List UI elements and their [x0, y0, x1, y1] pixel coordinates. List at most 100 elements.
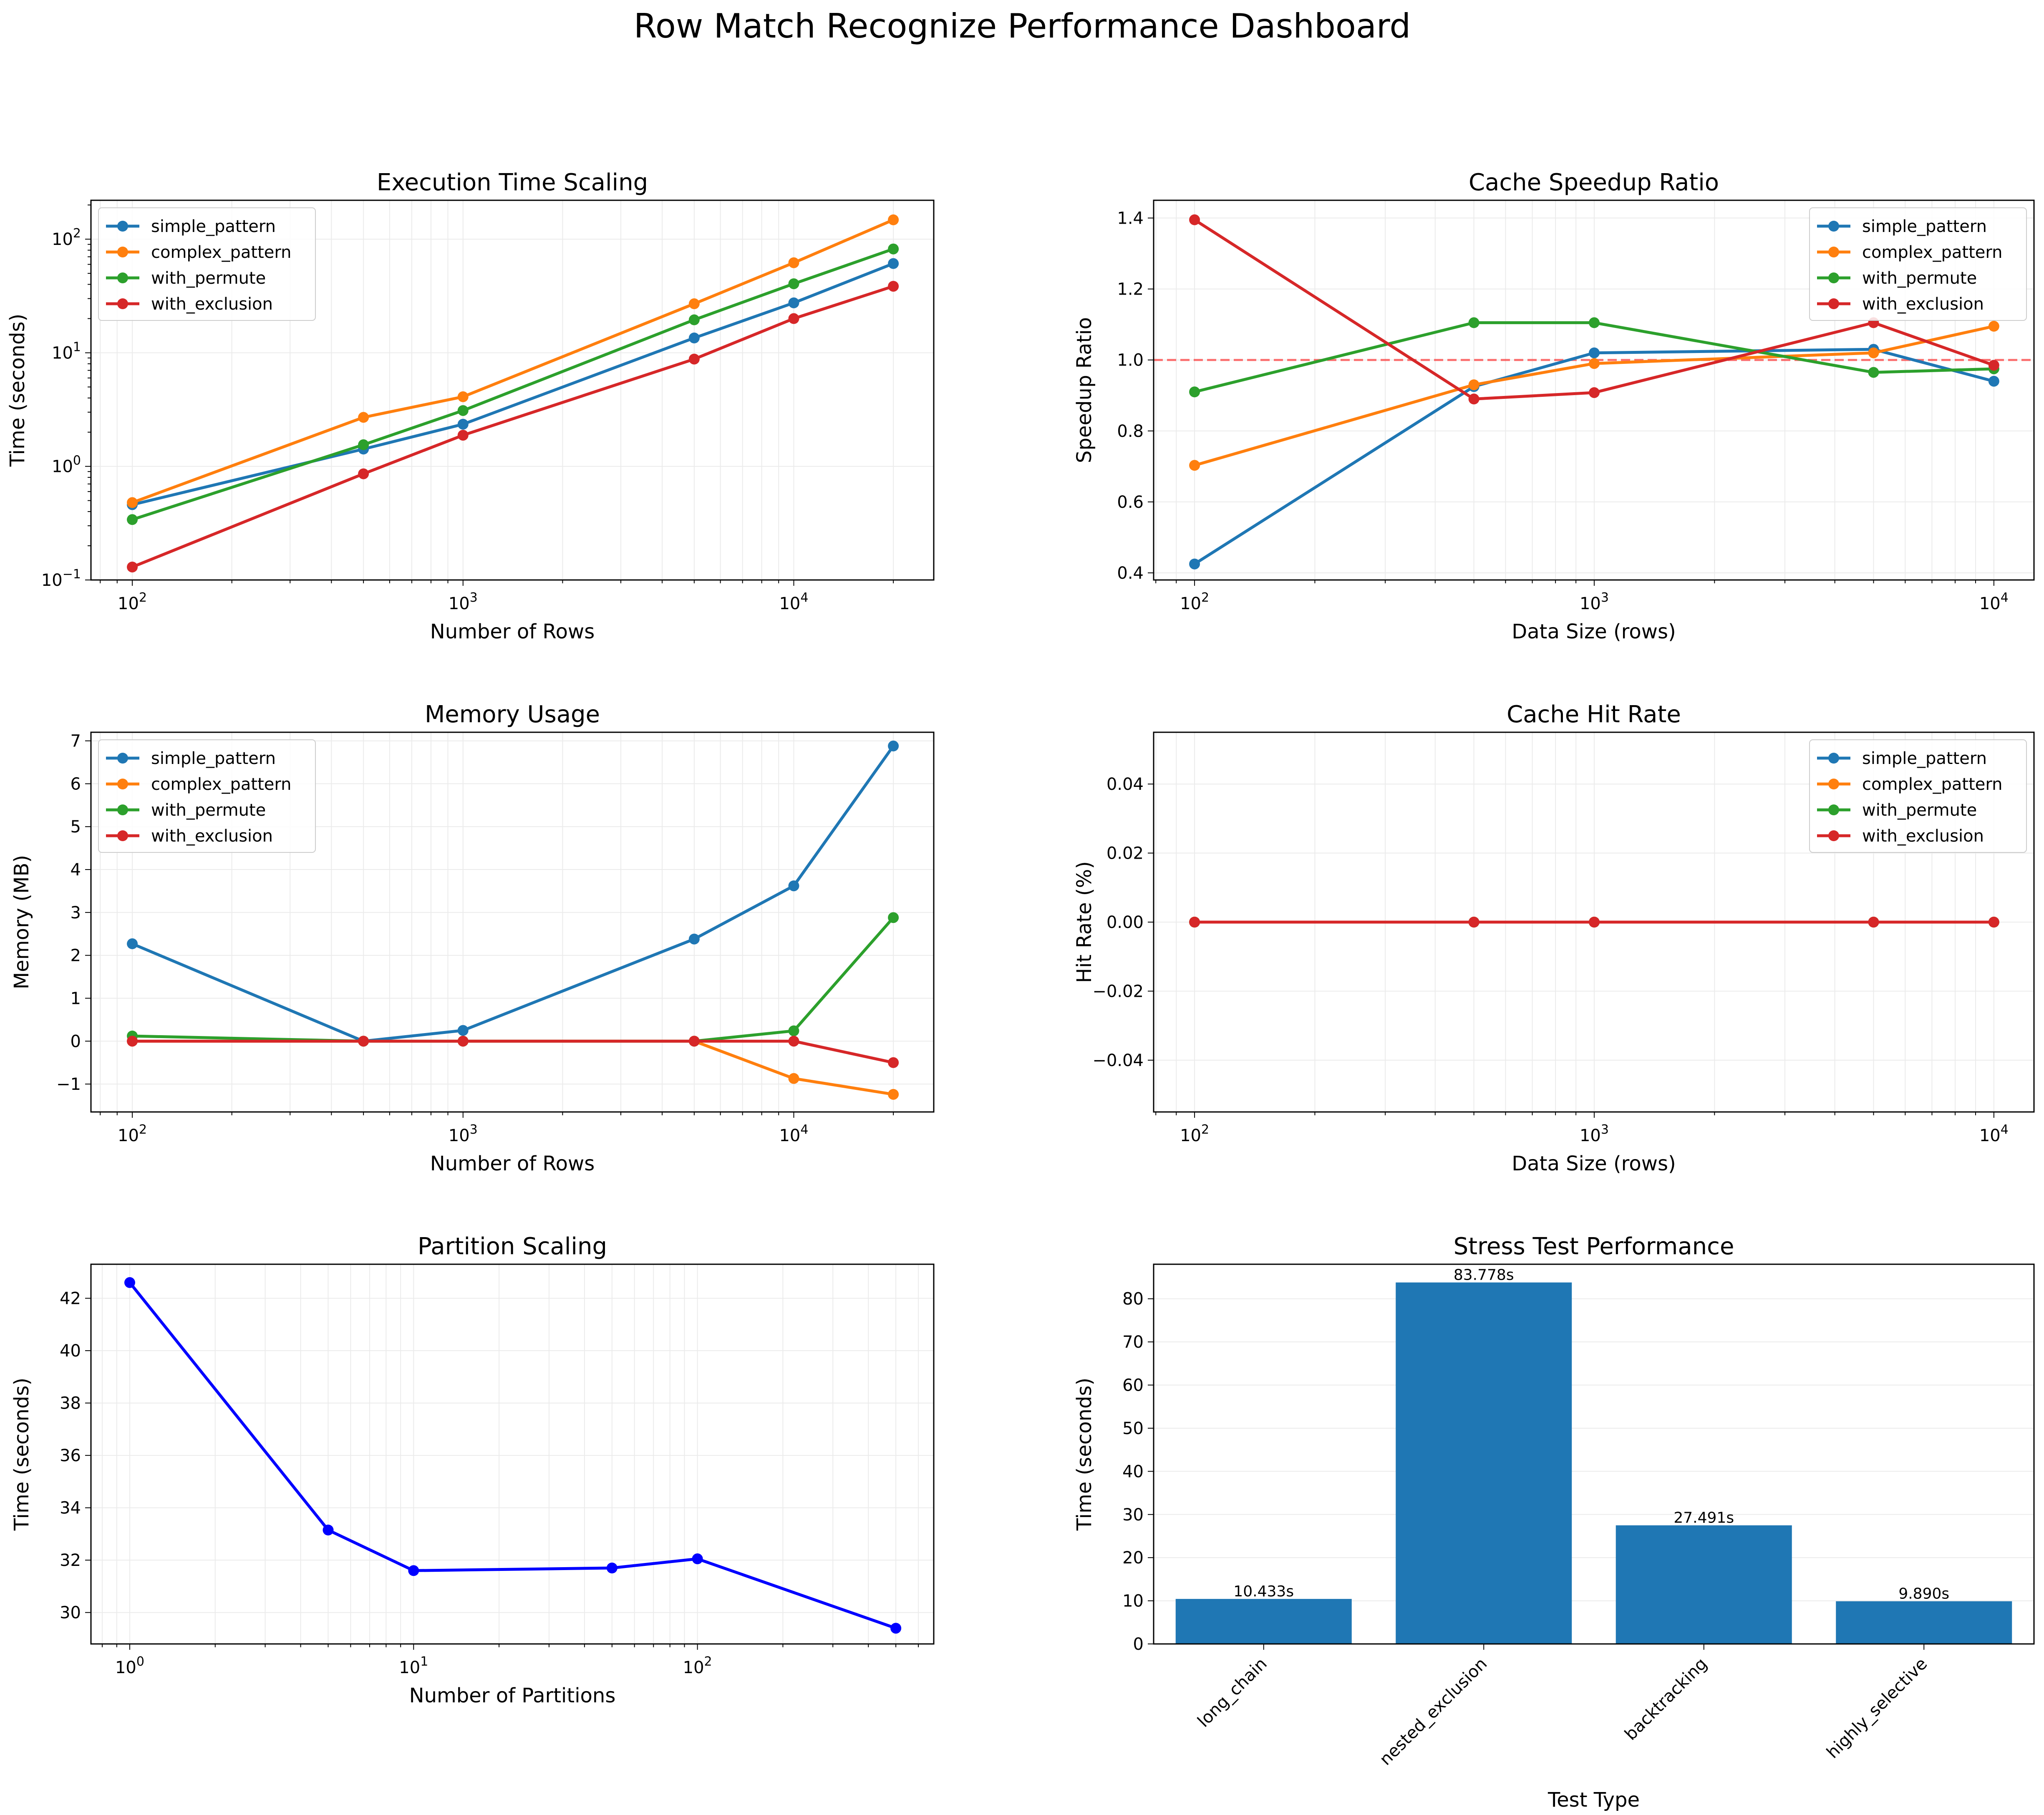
legend-label: simple_pattern — [1862, 217, 1987, 236]
x-tick-label: 104 — [1979, 590, 2009, 613]
y-tick-label: −0.02 — [1092, 982, 1144, 1001]
series-line-complex_pattern — [131, 218, 894, 504]
y-tick-label: 34 — [60, 1499, 81, 1518]
data-point-with_permute — [788, 1025, 799, 1036]
panel-title: Execution Time Scaling — [377, 169, 648, 196]
y-tick-label: 0.02 — [1106, 844, 1144, 863]
bar-value-label: 10.433s — [1233, 1583, 1294, 1600]
y-tick-label: 1 — [71, 989, 81, 1008]
data-point-with_exclusion — [888, 281, 899, 292]
plot-frame — [90, 1263, 935, 1645]
legend-label: with_permute — [151, 269, 266, 288]
data-point-series — [323, 1525, 334, 1535]
y-tick-label: 1.2 — [1117, 280, 1144, 299]
data-point-with_permute — [888, 912, 899, 923]
x-tick-label: highly_selective — [1823, 1654, 1931, 1762]
legend-marker-with_exclusion — [117, 298, 128, 309]
y-tick-label: 0.4 — [1117, 564, 1144, 583]
legend-frame — [1809, 739, 2027, 853]
y-tick-label: 30 — [60, 1603, 81, 1623]
y-tick-label: 70 — [1122, 1333, 1144, 1352]
data-point-with_exclusion — [1868, 917, 1879, 928]
bar-value-label: 9.890s — [1898, 1586, 1949, 1603]
legend-marker-with_permute — [117, 272, 128, 283]
x-axis-label: Data Size (rows) — [1512, 620, 1676, 643]
data-point-with_exclusion — [127, 1036, 138, 1047]
legend-marker-simple_pattern — [117, 753, 128, 764]
data-point-with_exclusion — [688, 1036, 700, 1047]
y-tick-label: 32 — [60, 1551, 81, 1570]
x-axis-label: Number of Rows — [430, 1152, 595, 1175]
legend-marker-with_permute — [117, 804, 128, 815]
legend-marker-complex_pattern — [117, 247, 128, 257]
x-axis-label: Data Size (rows) — [1512, 1152, 1676, 1175]
y-tick-label: 20 — [1122, 1548, 1144, 1568]
x-tick-label: 103 — [449, 1122, 478, 1145]
series-line-simple_pattern — [131, 745, 895, 1043]
bar-value-label: 27.491s — [1674, 1510, 1734, 1527]
y-tick-label: 102 — [52, 226, 81, 249]
panel-memory: 102 103 104 −1 0 1 2 3 4 5 6 7 Memory Usage Number of… — [10, 701, 935, 1175]
legend: simple_pattern complex_pattern with_permut… — [1809, 207, 2027, 321]
x-tick-label: long_chain — [1194, 1654, 1271, 1731]
y-axis-label: Time (seconds) — [6, 314, 29, 467]
data-point-with_exclusion — [1189, 917, 1200, 928]
legend-label: with_permute — [151, 801, 266, 820]
legend-marker-with_exclusion — [1828, 830, 1839, 841]
data-point-with_permute — [688, 314, 700, 325]
legend: simple_pattern complex_pattern with_permut… — [98, 207, 316, 321]
plot-frame — [90, 731, 935, 1113]
data-point-with_permute — [127, 514, 138, 525]
panel-exec: 102 103 104 10−1 100 101 102 Execution Time Sca… — [6, 169, 935, 643]
series-line-with_permute — [131, 247, 894, 521]
x-tick-label: 104 — [779, 590, 808, 613]
data-point-complex_pattern — [1588, 358, 1600, 369]
legend-label: simple_pattern — [151, 749, 276, 768]
x-axis-label: Number of Partitions — [409, 1684, 616, 1707]
data-point-simple_pattern — [688, 933, 700, 945]
bar-backtracking — [1616, 1525, 1792, 1644]
data-point-with_permute — [1189, 386, 1200, 398]
data-point-with_exclusion — [688, 353, 700, 365]
y-tick-label: 80 — [1122, 1290, 1144, 1309]
bar-highly_selective — [1836, 1601, 2012, 1644]
data-point-simple_pattern — [888, 258, 899, 269]
legend-marker-complex_pattern — [1828, 779, 1839, 789]
data-point-with_exclusion — [1588, 387, 1600, 398]
series-line-with_permute — [132, 916, 895, 1043]
data-point-with_permute — [1588, 317, 1600, 328]
data-point-series — [124, 1277, 135, 1288]
x-axis-label: Number of Rows — [430, 620, 595, 643]
x-tick-label: 102 — [683, 1654, 712, 1677]
y-axis-label: Hit Rate (%) — [1073, 861, 1096, 983]
legend-label: simple_pattern — [1862, 749, 1987, 768]
legend-label: complex_pattern — [1862, 243, 2002, 262]
data-point-with_exclusion — [1588, 917, 1600, 928]
bar-long_chain — [1175, 1599, 1352, 1644]
legend-label: with_exclusion — [1862, 827, 1984, 846]
x-tick-label: 102 — [118, 590, 147, 613]
y-tick-label: 38 — [60, 1394, 81, 1413]
bar-nested_exclusion — [1396, 1282, 1572, 1644]
x-tick-label: 102 — [1180, 1122, 1209, 1145]
data-point-simple_pattern — [788, 297, 799, 308]
y-tick-label: 10 — [1122, 1592, 1144, 1611]
data-point-with_exclusion — [1468, 917, 1479, 928]
y-axis-label: Time (seconds) — [10, 1378, 33, 1531]
data-point-simple_pattern — [1988, 376, 1999, 387]
y-tick-label: 42 — [60, 1289, 81, 1308]
data-point-simple_pattern — [888, 740, 899, 751]
data-point-complex_pattern — [888, 1089, 899, 1100]
legend-marker-with_permute — [1828, 272, 1839, 283]
data-point-simple_pattern — [788, 880, 799, 892]
legend-label: simple_pattern — [151, 217, 276, 236]
panel-speedup: 102 103 104 0.4 0.6 0.8 1.0 1.2 1.4 Cache Speedup… — [1073, 169, 2035, 643]
legend-label: complex_pattern — [1862, 775, 2002, 794]
x-tick-label: 100 — [115, 1654, 144, 1677]
legend-label: complex_pattern — [151, 243, 291, 262]
data-point-with_exclusion — [1988, 360, 1999, 371]
legend-marker-simple_pattern — [1828, 753, 1839, 764]
data-point-series — [890, 1623, 902, 1634]
y-tick-label: 1.4 — [1117, 209, 1144, 228]
